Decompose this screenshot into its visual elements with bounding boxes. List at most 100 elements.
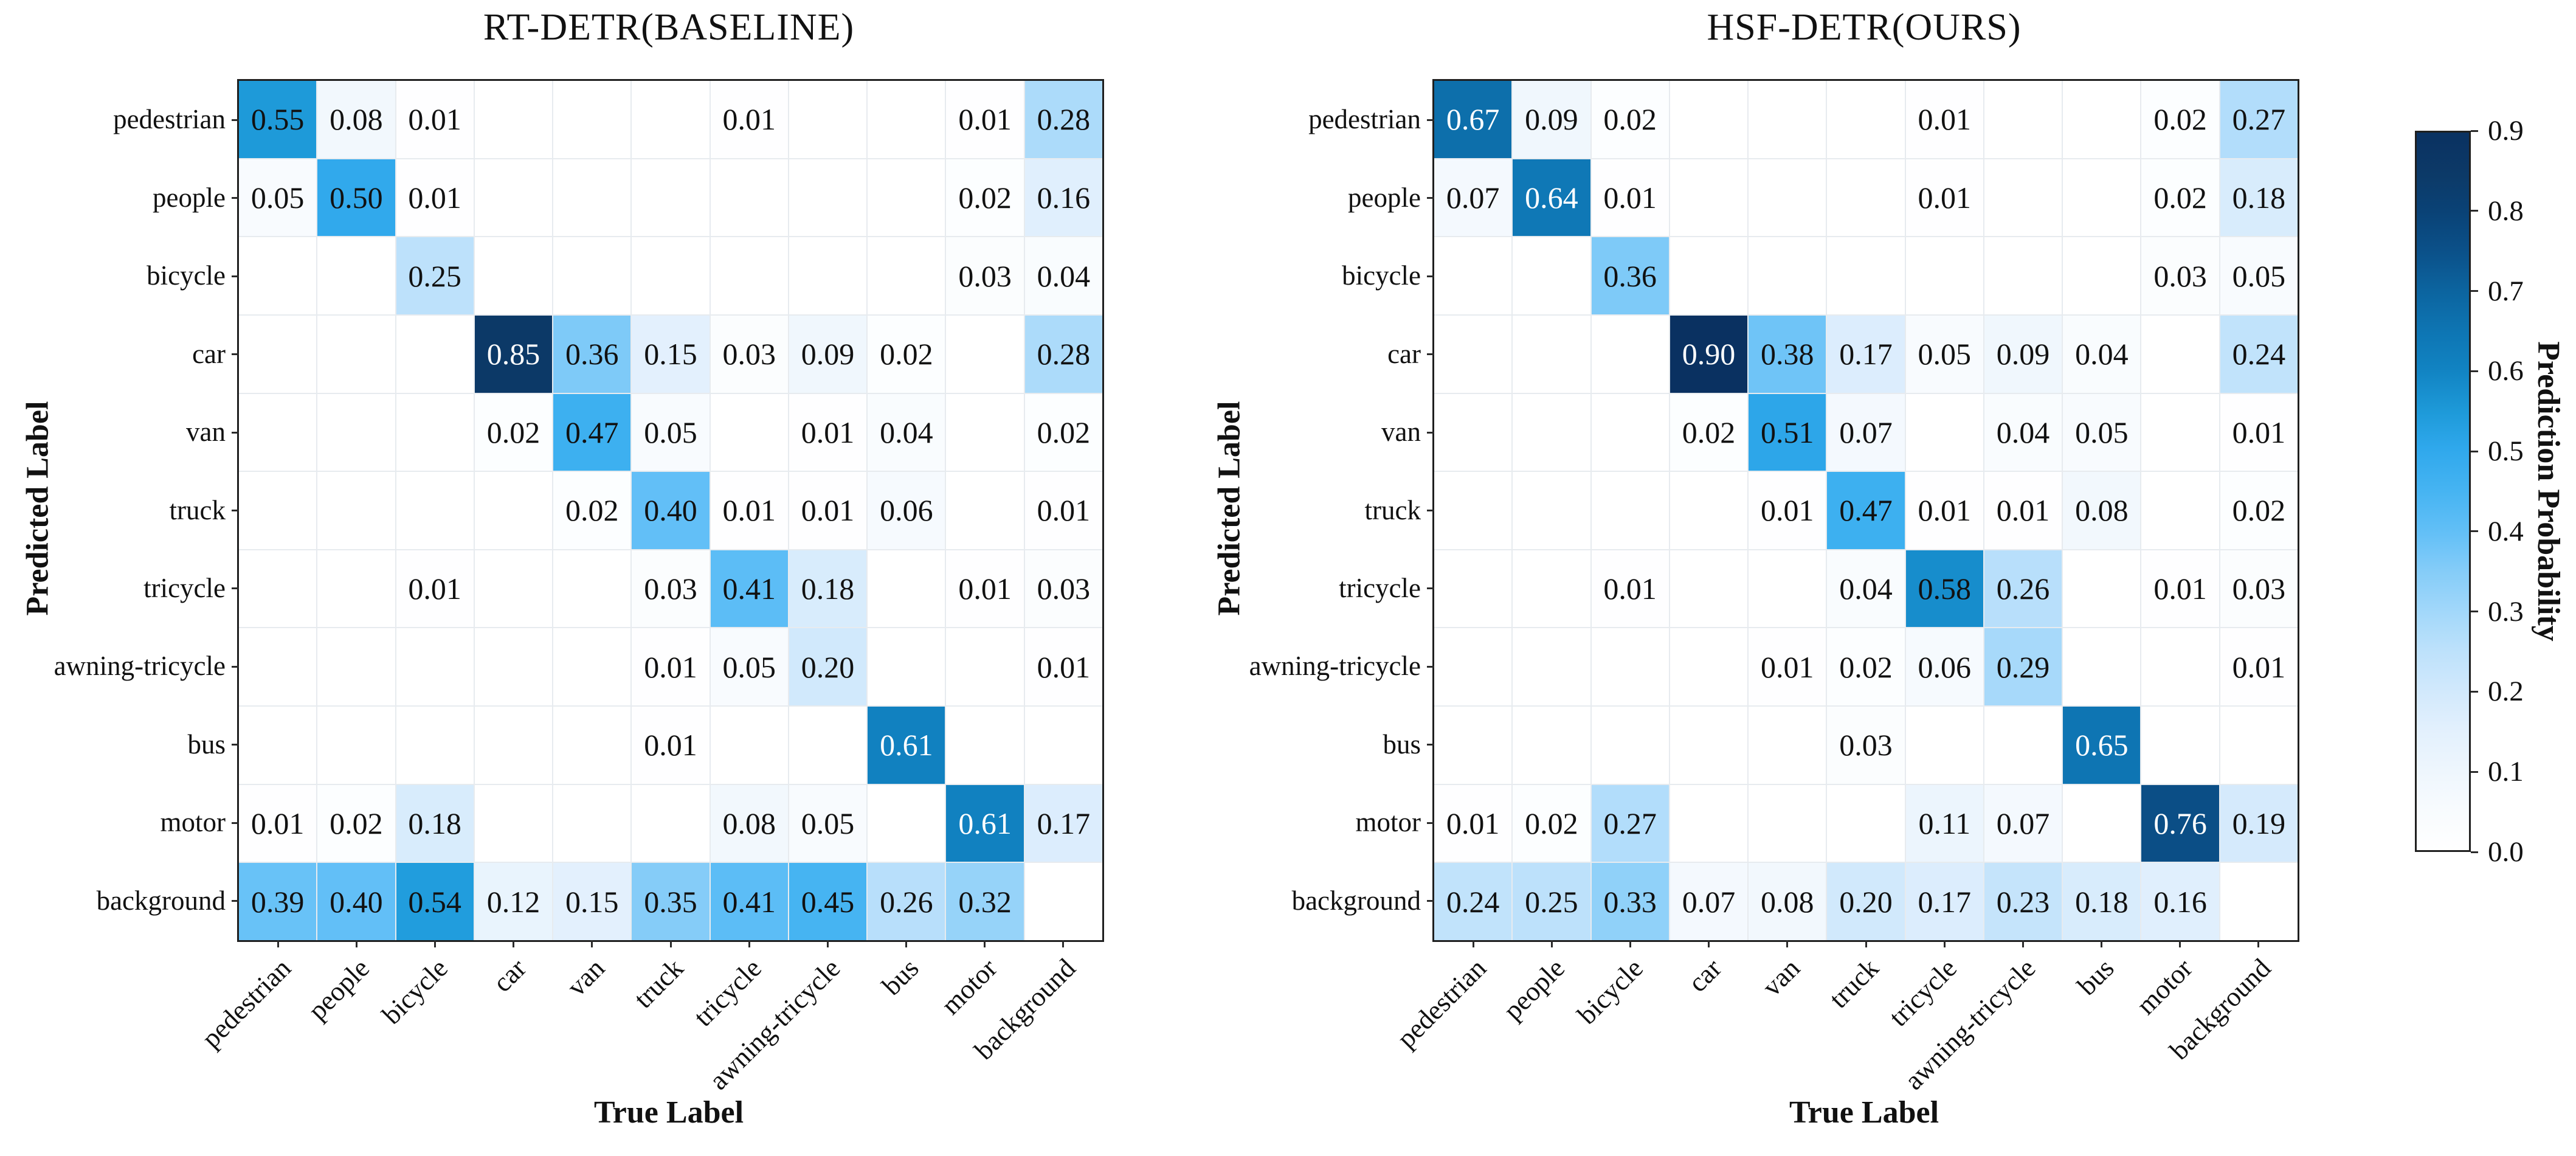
x-tick-label: van xyxy=(1756,952,1806,1003)
heatmap-cell xyxy=(1670,707,1748,784)
heatmap-cell: 0.39 xyxy=(239,863,317,940)
x-tick-mark xyxy=(983,940,986,947)
heatmap-cell xyxy=(946,707,1024,784)
heatmap-cell: 0.41 xyxy=(710,550,788,628)
cell-value: 0.01 xyxy=(250,806,305,841)
y-tick-label: motor xyxy=(1355,807,1421,838)
colorbar-tick-label: 0.6 xyxy=(2488,355,2524,387)
heatmap-cell xyxy=(632,237,710,314)
x-axis-label-baseline: True Label xyxy=(593,1095,744,1130)
x-tick-label: truck xyxy=(627,952,689,1014)
heatmap-cell: 0.11 xyxy=(1905,784,1983,862)
x-tick-mark xyxy=(1865,940,1867,947)
heatmap-cell: 0.01 xyxy=(396,81,474,158)
y-tick-label: people xyxy=(153,182,226,213)
cell-value: 0.32 xyxy=(958,884,1012,919)
heatmap-cell: 0.01 xyxy=(632,628,710,706)
x-tick-mark xyxy=(1473,940,1475,947)
cell-value: 0.02 xyxy=(1037,415,1091,449)
colorbar-tick-label: 0.3 xyxy=(2488,595,2524,628)
heatmap-cell xyxy=(474,472,553,549)
cell-value: 0.12 xyxy=(486,884,540,919)
heatmap-cell xyxy=(868,81,945,158)
heatmap-cell xyxy=(946,628,1024,706)
cell-value: 0.08 xyxy=(722,806,776,841)
heatmap-cell xyxy=(868,784,945,862)
heatmap-cell: 0.03 xyxy=(1024,550,1102,628)
cell-value: 0.01 xyxy=(1918,180,1972,215)
y-tick-label: motor xyxy=(160,807,226,838)
heatmap-cell xyxy=(1591,393,1669,471)
colorbar-tick-label: 0.8 xyxy=(2488,195,2524,227)
heatmap-cell: 0.36 xyxy=(1591,237,1669,314)
cell-value: 0.47 xyxy=(565,415,619,449)
heatmap-cell xyxy=(317,628,395,706)
cell-value: 0.01 xyxy=(1996,493,2050,528)
heatmap-cell xyxy=(1984,159,2062,237)
heatmap-cell: 0.01 xyxy=(1591,159,1669,237)
heatmap-cell: 0.01 xyxy=(1749,628,1826,706)
heatmap-cell xyxy=(1984,237,2062,314)
cell-value: 0.05 xyxy=(250,180,305,215)
y-tick-mark xyxy=(1427,197,1434,199)
heatmap-cell xyxy=(553,237,631,314)
heatmap-cell xyxy=(553,550,631,628)
cell-value: 0.45 xyxy=(801,884,855,919)
heatmap-cell: 0.07 xyxy=(1434,159,1512,237)
heatmap-cell xyxy=(1749,784,1826,862)
y-tick-label: van xyxy=(1381,416,1421,447)
heatmap-cell: 0.01 xyxy=(1905,81,1983,158)
x-tick-label: pedestrian xyxy=(1390,952,1492,1054)
cell-value: 0.55 xyxy=(250,102,305,137)
heatmap-cell xyxy=(396,707,474,784)
heatmap-cell: 0.03 xyxy=(2220,550,2298,628)
cell-value: 0.24 xyxy=(2232,337,2286,372)
heatmap-cell xyxy=(1749,707,1826,784)
heatmap-cell: 0.18 xyxy=(2220,159,2298,237)
colorbar-tick-label: 0.4 xyxy=(2488,515,2524,547)
heatmap-cell xyxy=(1749,81,1826,158)
heatmap-cell: 0.90 xyxy=(1670,315,1748,393)
heatmap-cell xyxy=(2141,707,2219,784)
heatmap-cell xyxy=(868,628,945,706)
heatmap-cell xyxy=(2063,628,2141,706)
cell-value: 0.01 xyxy=(958,102,1012,137)
y-tick-mark xyxy=(232,744,239,746)
colorbar-tick-mark xyxy=(2471,370,2478,372)
colorbar-tick-label: 0.0 xyxy=(2488,836,2524,868)
heatmap-cell: 0.05 xyxy=(632,393,710,471)
heatmap-cell: 0.47 xyxy=(1827,472,1905,549)
cell-value: 0.18 xyxy=(801,572,855,606)
y-tick-mark xyxy=(232,119,239,121)
cell-value: 0.01 xyxy=(801,415,855,449)
heatmap-cell xyxy=(1434,393,1512,471)
heatmap-cell xyxy=(946,472,1024,549)
y-tick-label: car xyxy=(1387,338,1421,369)
heatmap-cell: 0.04 xyxy=(1827,550,1905,628)
heatmap-cell: 0.67 xyxy=(1434,81,1512,158)
heatmap-cell: 0.02 xyxy=(1670,393,1748,471)
heatmap-cell xyxy=(474,237,553,314)
heatmap-cell: 0.20 xyxy=(1827,863,1905,940)
heatmap-cell: 0.28 xyxy=(1024,81,1102,158)
heatmap-grid: 0.55 0.08 0.01 0.01 0.01 0.28 0.05 0.50 0.01 0.02… xyxy=(239,81,1102,940)
panel-title-ours: HSF-DETR(OURS) xyxy=(1707,7,2022,48)
heatmap-cell xyxy=(2063,784,2141,862)
heatmap-cell xyxy=(474,784,553,862)
cell-value: 0.18 xyxy=(2075,884,2129,919)
colorbar-tick-mark xyxy=(2471,210,2478,212)
heatmap-cell: 0.24 xyxy=(2220,315,2298,393)
cell-value: 0.07 xyxy=(1839,415,1893,449)
heatmap-cell xyxy=(1670,237,1748,314)
heatmap-cell xyxy=(1024,863,1102,940)
cell-value: 0.01 xyxy=(1037,493,1091,528)
cell-value: 0.05 xyxy=(1918,337,1972,372)
heatmap-cell xyxy=(1984,81,2062,158)
heatmap-cell xyxy=(474,550,553,628)
heatmap-cell xyxy=(317,237,395,314)
y-tick-mark xyxy=(1427,900,1434,902)
heatmap-cell: 0.58 xyxy=(1905,550,1983,628)
cell-value: 0.90 xyxy=(1682,337,1736,372)
cell-value: 0.05 xyxy=(2075,415,2129,449)
colorbar xyxy=(2415,131,2471,852)
